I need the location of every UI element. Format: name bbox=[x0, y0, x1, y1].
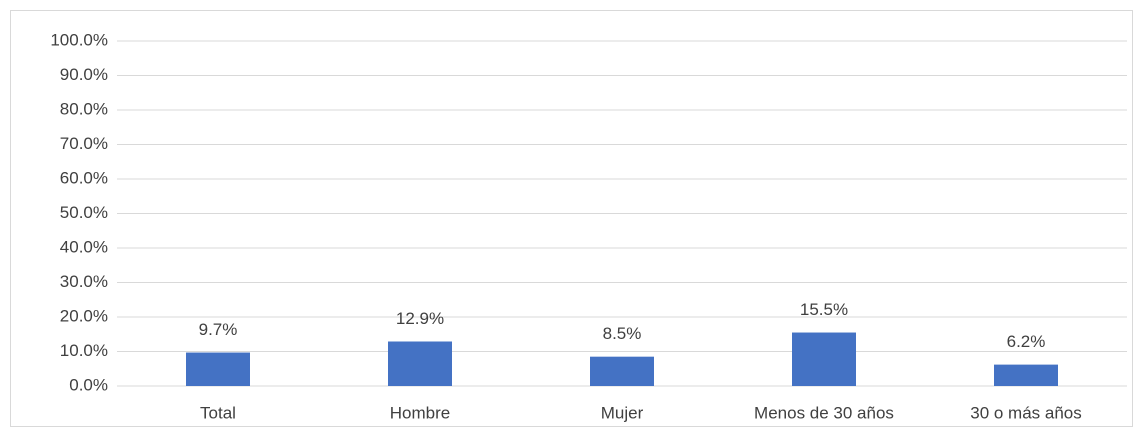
bar bbox=[590, 356, 654, 386]
x-tick-label: Total bbox=[200, 403, 236, 422]
y-tick-label: 90.0% bbox=[60, 65, 108, 84]
y-tick-label: 20.0% bbox=[60, 306, 108, 325]
y-tick-label: 80.0% bbox=[60, 99, 108, 118]
chart-border bbox=[10, 10, 1133, 427]
bar bbox=[792, 332, 856, 386]
x-tick-label: 30 o más años bbox=[970, 403, 1082, 422]
x-tick-label: Mujer bbox=[601, 403, 644, 422]
y-tick-label: 0.0% bbox=[69, 375, 108, 394]
data-label: 15.5% bbox=[800, 300, 848, 319]
data-label: 12.9% bbox=[396, 309, 444, 328]
data-label: 8.5% bbox=[603, 324, 642, 343]
y-tick-label: 10.0% bbox=[60, 341, 108, 360]
y-tick-label: 100.0% bbox=[50, 30, 108, 49]
x-tick-label: Hombre bbox=[390, 403, 450, 422]
y-tick-label: 30.0% bbox=[60, 272, 108, 291]
bar bbox=[186, 352, 250, 386]
y-tick-label: 70.0% bbox=[60, 134, 108, 153]
y-tick-label: 50.0% bbox=[60, 203, 108, 222]
data-label: 6.2% bbox=[1007, 332, 1046, 351]
bar bbox=[388, 341, 452, 386]
data-label: 9.7% bbox=[199, 320, 238, 339]
x-tick-label: Menos de 30 años bbox=[754, 403, 894, 422]
y-tick-label: 60.0% bbox=[60, 168, 108, 187]
bar bbox=[994, 364, 1058, 386]
y-tick-label: 40.0% bbox=[60, 237, 108, 256]
